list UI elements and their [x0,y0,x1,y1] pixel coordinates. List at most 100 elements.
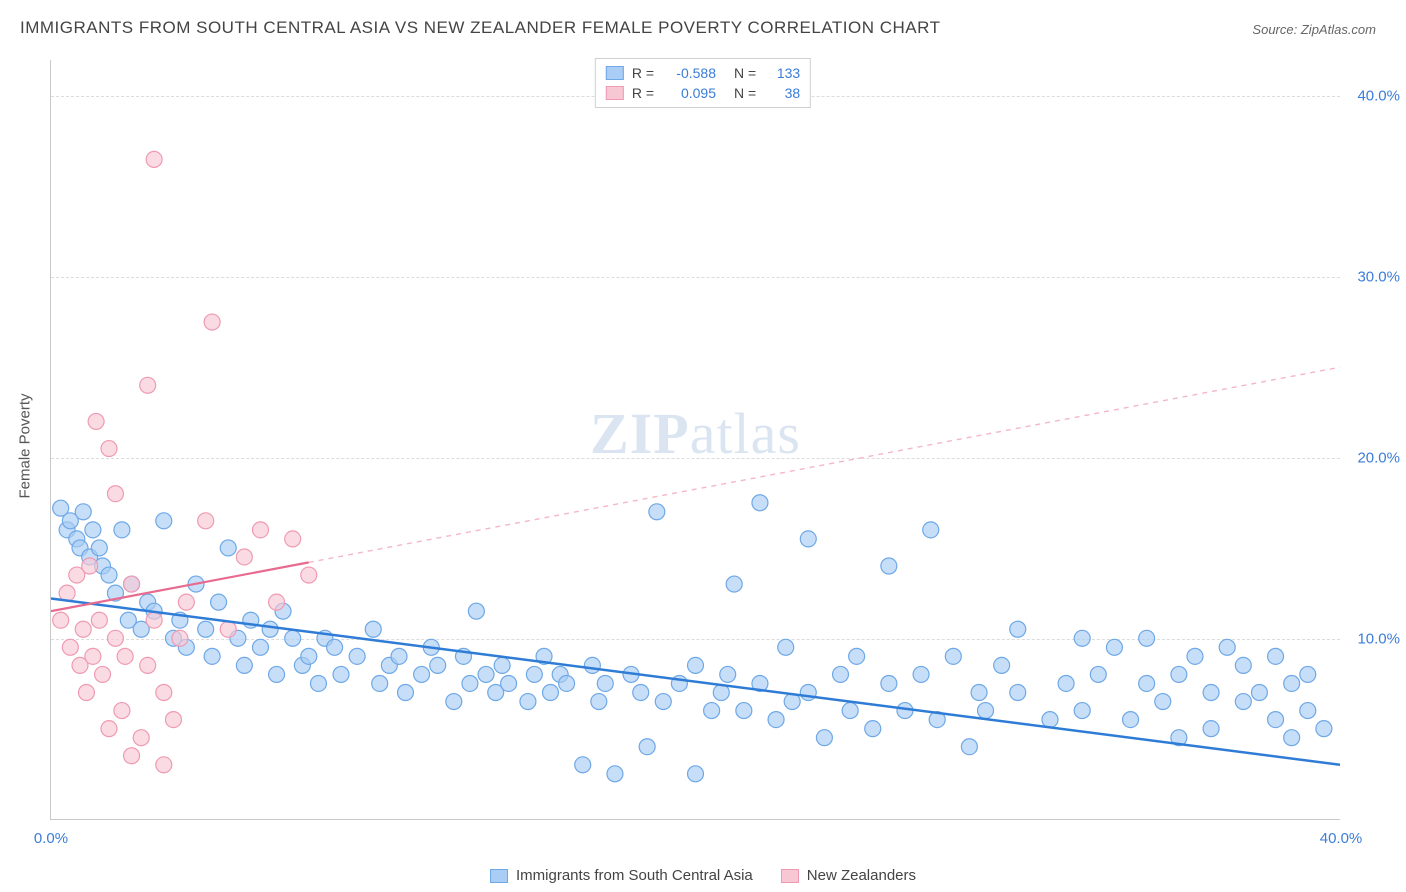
data-point [365,621,381,637]
y-tick-label: 20.0% [1357,450,1400,467]
data-point [91,540,107,556]
data-point [961,739,977,755]
data-point [198,621,214,637]
data-point [1042,712,1058,728]
data-point [88,413,104,429]
data-point [220,540,236,556]
data-point [107,486,123,502]
data-point [752,495,768,511]
data-point [430,657,446,673]
data-point [607,766,623,782]
data-point [327,639,343,655]
n-label: N = [734,85,756,101]
data-point [584,657,600,673]
data-point [994,657,1010,673]
data-point [236,657,252,673]
data-point [778,639,794,655]
source-attribution: Source: ZipAtlas.com [1252,22,1376,37]
data-point [971,685,987,701]
n-value: 133 [764,65,800,81]
data-point [301,567,317,583]
data-point [633,685,649,701]
data-point [1155,694,1171,710]
plot-area: 10.0%20.0%30.0%40.0% ZIPatlas 0.0%40.0% [50,60,1340,820]
correlation-legend: R =-0.588N =133R =0.095N =38 [595,58,811,108]
data-point [397,685,413,701]
data-point [494,657,510,673]
source-value: ZipAtlas.com [1301,22,1376,37]
chart-title: IMMIGRANTS FROM SOUTH CENTRAL ASIA VS NE… [20,18,940,38]
r-value: 0.095 [662,85,716,101]
data-point [881,675,897,691]
data-point [172,630,188,646]
y-tick-label: 30.0% [1357,269,1400,286]
data-point [720,666,736,682]
data-point [82,558,98,574]
data-point [655,694,671,710]
data-point [252,639,268,655]
r-label: R = [632,85,654,101]
data-point [649,504,665,520]
data-point [913,666,929,682]
data-point [1235,657,1251,673]
data-point [1139,675,1155,691]
n-label: N = [734,65,756,81]
data-point [333,666,349,682]
data-point [978,703,994,719]
data-point [198,513,214,529]
legend-swatch [490,869,508,883]
series-legend: Immigrants from South Central AsiaNew Ze… [490,867,916,884]
data-point [462,675,478,691]
data-point [501,675,517,691]
data-point [414,666,430,682]
data-point [146,151,162,167]
trend-line [309,367,1340,562]
data-point [446,694,462,710]
data-point [1074,703,1090,719]
data-point [688,657,704,673]
r-value: -0.588 [662,65,716,81]
data-point [1074,630,1090,646]
legend-item: Immigrants from South Central Asia [490,867,753,884]
data-point [1300,703,1316,719]
data-point [1235,694,1251,710]
data-point [220,621,236,637]
legend-label: Immigrants from South Central Asia [516,867,753,884]
data-point [391,648,407,664]
data-point [204,314,220,330]
data-point [62,639,78,655]
legend-row: R =0.095N =38 [606,83,800,103]
data-point [95,666,111,682]
y-tick-label: 40.0% [1357,88,1400,105]
data-point [1010,685,1026,701]
data-point [833,666,849,682]
data-point [107,630,123,646]
data-point [133,730,149,746]
data-point [1203,721,1219,737]
scatter-svg [51,60,1340,819]
data-point [478,666,494,682]
legend-swatch [606,66,624,80]
data-point [736,703,752,719]
data-point [101,721,117,737]
data-point [85,648,101,664]
data-point [800,531,816,547]
data-point [117,648,133,664]
data-point [101,441,117,457]
data-point [114,703,130,719]
data-point [1251,685,1267,701]
data-point [236,549,252,565]
data-point [1316,721,1332,737]
data-point [1187,648,1203,664]
data-point [639,739,655,755]
data-point [101,567,117,583]
data-point [726,576,742,592]
data-point [91,612,107,628]
data-point [211,594,227,610]
data-point [310,675,326,691]
data-point [1219,639,1235,655]
data-point [1139,630,1155,646]
data-point [1090,666,1106,682]
source-label: Source: [1252,22,1297,37]
data-point [156,757,172,773]
